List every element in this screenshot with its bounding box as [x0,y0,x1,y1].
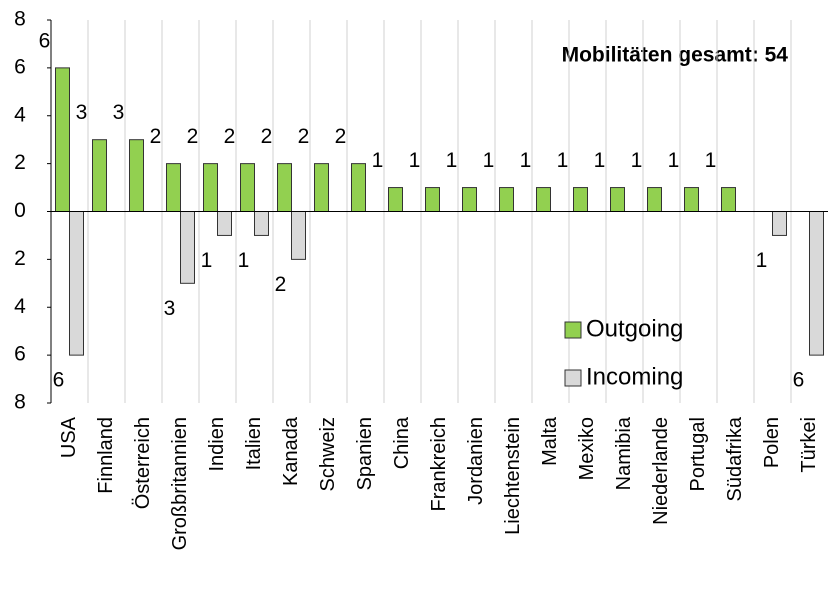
data-label: 2 [224,125,236,148]
data-label: 2 [298,125,310,148]
data-label: 6 [53,369,65,392]
y-tick-label: 2 [14,247,26,270]
x-tick-label: Mexiko [576,417,598,480]
x-tick-label: Polen [761,417,783,468]
x-tick-label: Frankreich [428,417,450,511]
x-tick-label: Liechtenstein [502,417,524,535]
bar [291,211,306,260]
bar [217,211,232,236]
bar [772,211,787,236]
bar [809,211,824,356]
bar [499,187,514,212]
bar [573,187,588,212]
data-label: 1 [631,149,643,172]
data-label: 1 [557,149,569,172]
bar [129,139,144,212]
data-label: 6 [39,29,51,52]
legend-swatch [564,369,582,387]
bar [314,163,329,212]
x-tick-label: China [391,416,413,469]
x-tick-label: Portugal [687,417,709,492]
data-label: 2 [261,125,273,148]
data-label: 3 [76,101,88,124]
bar [388,187,403,212]
bar [69,211,84,356]
bar [351,163,366,212]
bar [462,187,477,212]
x-tick-label: Österreich [132,417,154,509]
y-tick-label: 8 [14,8,26,31]
x-tick-label: Jordanien [465,417,487,505]
x-tick-label: Niederlande [650,417,672,525]
legend-swatch [564,321,582,339]
bar [647,187,662,212]
y-tick-label: 2 [14,151,26,174]
data-label: 1 [756,249,768,272]
data-label: 1 [238,249,250,272]
bar [684,187,699,212]
bar [536,187,551,212]
legend-label: Outgoing [586,315,683,342]
y-tick-label: 8 [14,391,26,414]
bar [166,163,181,212]
data-label: 3 [164,297,176,320]
annotation: Mobilitäten gesamt: 54 [562,44,789,67]
y-tick-label: 0 [14,199,26,222]
data-label: 1 [483,149,495,172]
data-label: 1 [594,149,606,172]
data-label: 1 [201,249,213,272]
x-tick-label: Südafrika [724,416,746,501]
data-label: 3 [113,101,125,124]
data-label: 2 [335,125,347,148]
x-tick-label: Italien [243,417,265,470]
bar [721,187,736,212]
data-label: 1 [446,149,458,172]
x-tick-label: Namibia [613,416,635,490]
y-tick-label: 6 [14,343,26,366]
data-label: 1 [668,149,680,172]
bar [610,187,625,212]
bar [240,163,255,212]
x-tick-label: Spanien [354,417,376,490]
bar [55,67,70,212]
y-tick-label: 6 [14,55,26,78]
data-label: 1 [409,149,421,172]
data-label: 1 [705,149,717,172]
bar [92,139,107,212]
bar [203,163,218,212]
y-tick-label: 4 [14,295,26,318]
legend-label: Incoming [586,363,683,390]
x-tick-label: Malta [539,416,561,466]
x-tick-label: Finnland [95,417,117,494]
data-label: 2 [150,125,162,148]
bar [277,163,292,212]
data-label: 2 [187,125,199,148]
x-tick-label: Türkei [798,417,820,473]
bar [425,187,440,212]
data-label: 1 [520,149,532,172]
x-tick-label: Schweiz [317,417,339,491]
data-label: 1 [372,149,384,172]
data-label: 2 [275,273,287,296]
x-tick-label: Kanada [280,416,302,486]
data-label: 6 [793,369,805,392]
bar [254,211,269,236]
x-tick-label: Großbritannien [169,417,191,550]
x-tick-label: USA [58,416,80,458]
y-tick-label: 4 [14,103,26,126]
x-tick-label: Indien [206,417,228,472]
bar [180,211,195,284]
